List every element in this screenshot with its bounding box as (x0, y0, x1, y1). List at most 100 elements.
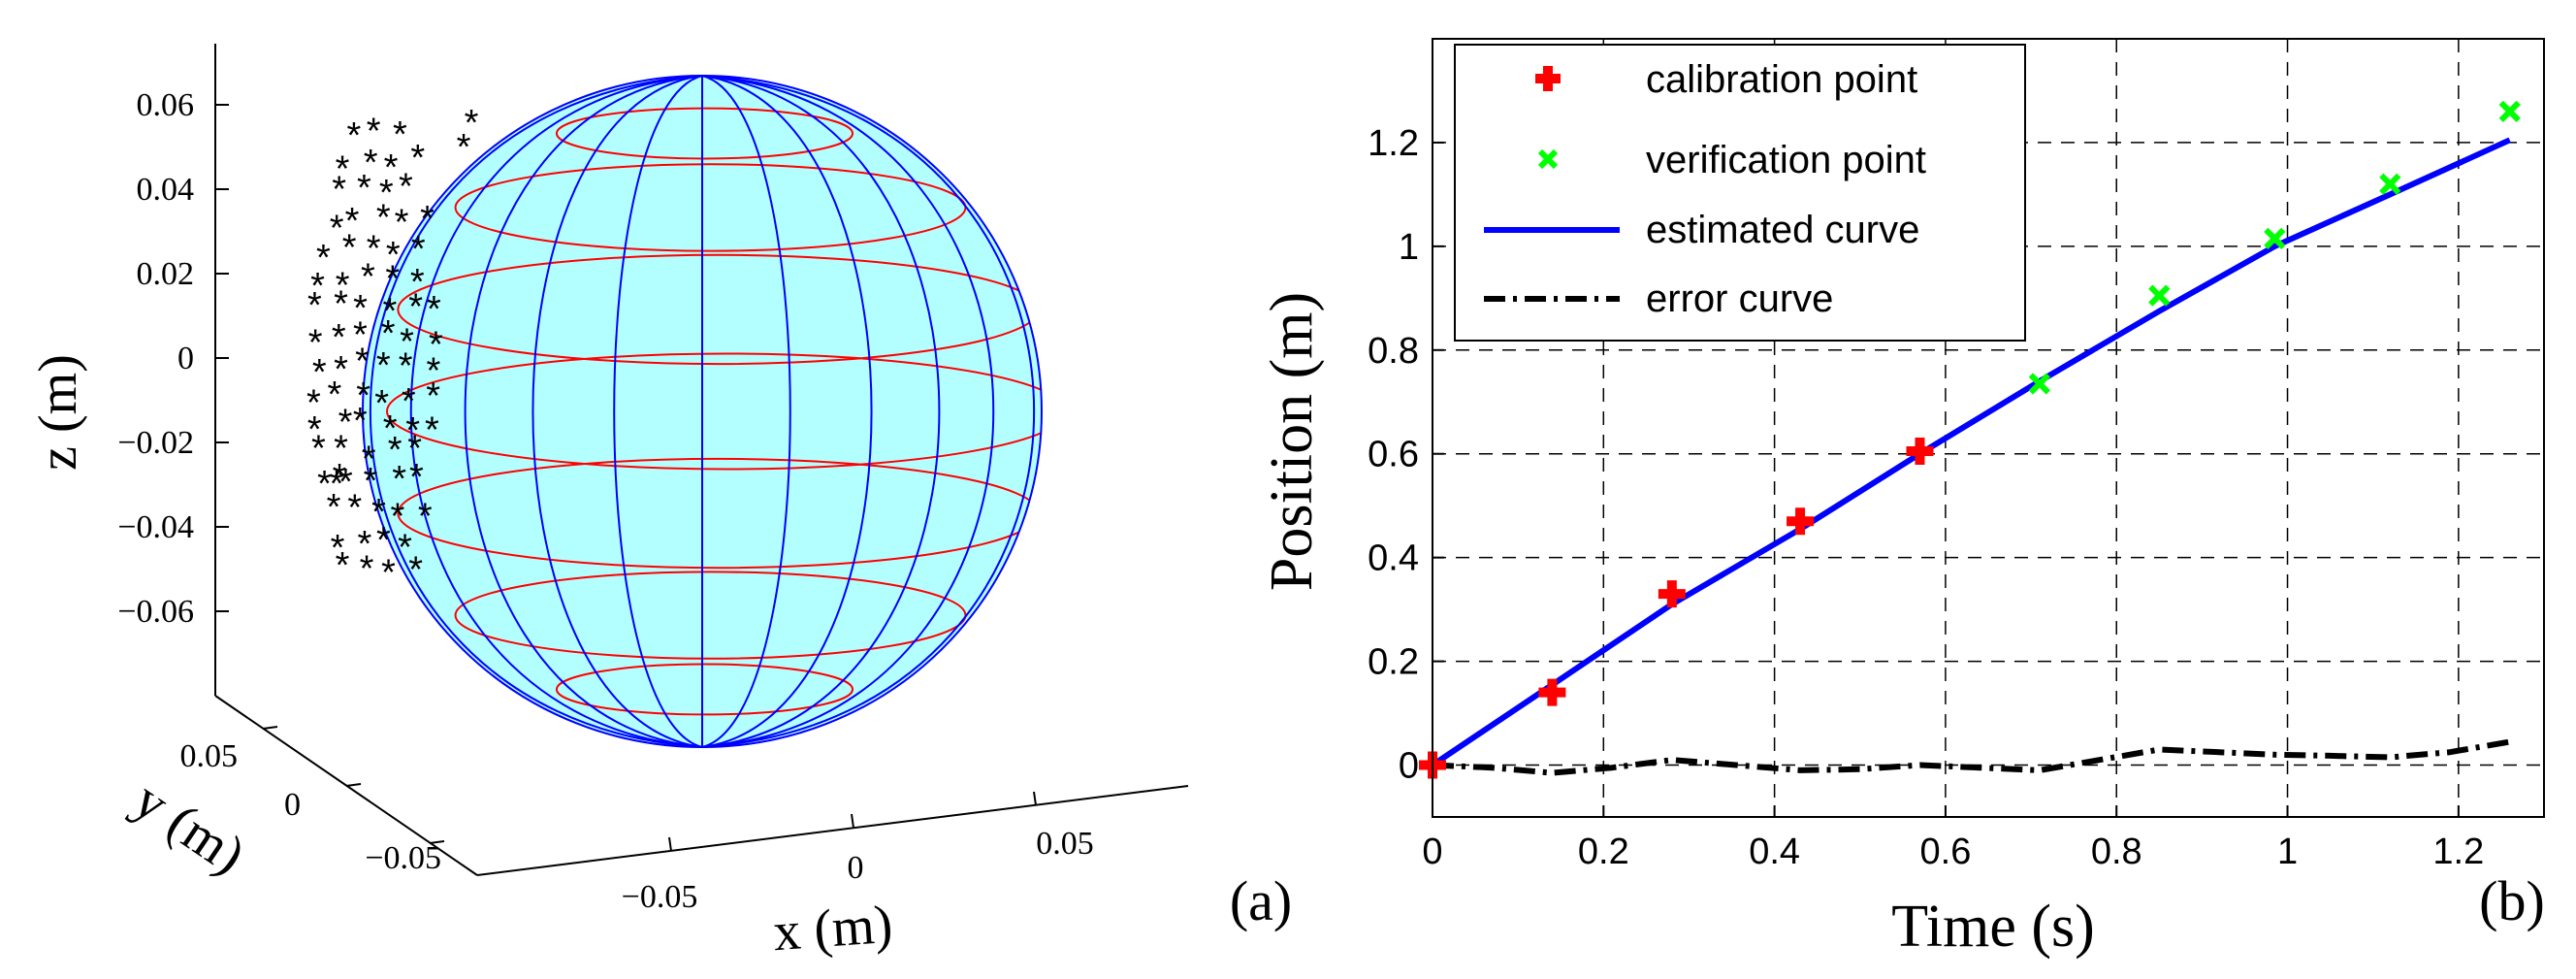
sphere-point-marker: * (390, 497, 404, 538)
sphere-point-marker: * (409, 457, 424, 498)
sphere-point-marker: * (367, 229, 381, 270)
legend-item-estimated: estimated curve (1484, 209, 1919, 251)
sphere-point-marker: * (361, 256, 375, 297)
x-tick-mark (1033, 791, 1037, 806)
y-axis-label-b: Position (m) (1259, 292, 1325, 591)
sphere-point-marker: * (418, 496, 433, 537)
panel-a-label: (a) (1230, 869, 1292, 932)
x-tick-label: −0.05 (622, 879, 698, 915)
verification-point (2264, 227, 2286, 249)
y-tick-label: 1.2 (1368, 123, 1419, 164)
sphere-point-marker: * (342, 227, 357, 268)
sphere-point-marker: * (308, 323, 323, 364)
legend-label-verification: verification point (1646, 139, 1926, 181)
sphere-point-marker: * (393, 114, 407, 155)
sphere-point-marker: * (376, 520, 391, 561)
sphere-point-marker: * (427, 289, 441, 330)
sphere-point-marker: * (311, 429, 326, 470)
z-tick-label: 0 (177, 341, 194, 376)
sphere-point-marker: * (357, 524, 371, 565)
x-tick-label: 0.05 (1036, 826, 1094, 862)
x-axis-line (476, 785, 1189, 876)
calibration-point (1787, 507, 1815, 536)
z-ticks: 0.06 0.04 0.02 0 −0.02 −0.04 −0.06 (117, 87, 229, 630)
sphere-point-marker: * (310, 266, 325, 307)
y-tick-label: 0.05 (180, 738, 239, 774)
sphere-point-marker: * (408, 549, 423, 590)
legend-label-calibration: calibration point (1646, 58, 1917, 101)
sphere-surface (362, 75, 1043, 748)
sphere-point-marker: * (360, 548, 374, 589)
legend-label-error: error curve (1646, 277, 1833, 320)
y-tick-label: 0.8 (1368, 331, 1419, 372)
sphere-meridian (409, 75, 703, 748)
z-tick-label: −0.02 (117, 425, 194, 461)
y-tick-mark (429, 840, 445, 844)
y-tick-mark (345, 783, 362, 787)
sphere-meridian (369, 75, 703, 748)
sphere-point-marker: * (399, 167, 413, 208)
legend-item-error: error curve (1484, 277, 1833, 320)
sphere-point-marker: * (355, 341, 370, 381)
x-tick-label: 0.6 (1920, 832, 1972, 872)
y-tick-label: 0.4 (1368, 538, 1419, 579)
x-tick-label: 1.2 (2432, 832, 2484, 872)
sphere-parallels (386, 107, 1042, 716)
sphere-point-marker: * (338, 462, 353, 503)
sphere-point-marker: * (338, 403, 353, 443)
sphere-point-marker: * (327, 487, 341, 528)
verification-point (2148, 284, 2171, 307)
y-tick-label: −0.05 (365, 840, 441, 876)
sphere-data-points: * * ** * * ** * * ** * * * ** * * * ** * * * ** * * * * ** * * * * ** *… (306, 103, 479, 593)
sphere-point-marker: * (381, 552, 396, 593)
sphere-point-marker: * (379, 173, 394, 213)
sphere-point-marker: * (384, 147, 399, 188)
sphere-point-marker: * (330, 464, 344, 505)
sphere-point-marker: * (407, 429, 422, 470)
x-tick-label: 0.4 (1749, 832, 1800, 872)
sphere-point-marker: * (353, 401, 368, 441)
y-tick-mark (262, 726, 278, 730)
sphere-point-marker: * (405, 410, 420, 451)
sphere-meridians (369, 75, 1036, 748)
sphere-point-marker: * (353, 288, 368, 329)
sphere-meridian (701, 75, 791, 748)
sphere-point-marker: * (410, 138, 425, 179)
sphere-point-marker: * (307, 285, 322, 326)
z-tick-label: 0.02 (137, 256, 195, 292)
estimated-curve-line (1431, 137, 2511, 767)
sphere-point-marker: * (345, 201, 360, 242)
y-tick-label: 0.6 (1368, 435, 1419, 475)
sphere-meridian (701, 75, 873, 748)
x-axis-label: x (m) (771, 895, 894, 963)
sphere-parallel (555, 663, 854, 716)
sphere-meridian (613, 75, 703, 748)
sphere-point-marker: * (388, 430, 402, 471)
sphere-point-marker: * (331, 528, 345, 569)
sphere-point-marker: * (465, 103, 479, 144)
sphere-point-marker: * (316, 238, 331, 278)
x-tick-label: 0 (1422, 832, 1442, 872)
axis-ticks: 0 0.2 0.4 0.6 0.8 1 1.2 0 0.2 0.4 0.6 0.8 1 1.2 (1368, 123, 2484, 872)
sphere-point-marker: * (398, 527, 412, 568)
sphere-point-marker: * (457, 127, 471, 168)
y-axis-label: y (m) (123, 769, 256, 886)
sphere-point-marker: * (362, 440, 376, 480)
sphere-point-marker: * (371, 492, 386, 533)
calibration-point (1658, 580, 1686, 608)
x-axis-label-b: Time (s) (1891, 894, 2095, 960)
x-tick-mark (851, 813, 854, 829)
sphere-point-marker: * (353, 314, 368, 355)
sphere-point-marker: * (330, 209, 344, 249)
legend-item-calibration: calibration point (1535, 58, 1917, 101)
legend-label-estimated: estimated curve (1646, 209, 1919, 251)
sphere-meridian (464, 75, 703, 748)
sphere-meridian (701, 75, 1036, 748)
sphere-point-marker: * (332, 317, 346, 358)
sphere-point-marker: * (332, 169, 346, 210)
panel-a-3d-plot: 0.06 0.04 0.02 0 −0.02 −0.04 −0.06 0.05 … (28, 44, 1292, 963)
sphere-point-marker: * (420, 199, 435, 240)
calibration-point (1538, 678, 1566, 706)
sphere-point-marker: * (374, 383, 389, 424)
